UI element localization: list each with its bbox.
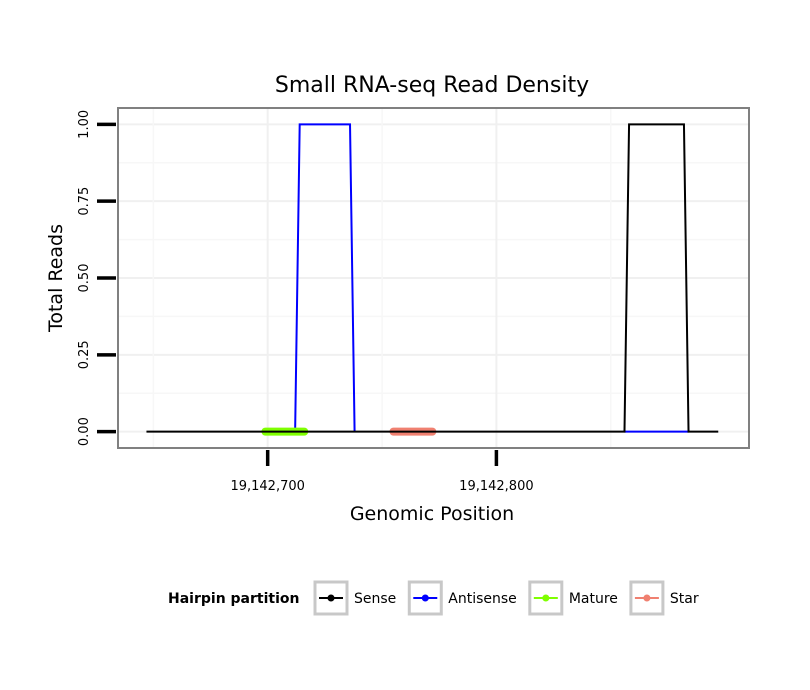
grid-lines (119, 109, 748, 447)
legend-key-point (421, 594, 429, 602)
y-axis: 0.00 0.25 0.50 0.75 1.00 (77, 110, 116, 446)
legend-entry-sense: Sense (313, 580, 396, 616)
x-axis-label: Genomic Position (350, 503, 514, 525)
legend-key-point (643, 594, 651, 602)
x-tick-label: 19,142,700 (230, 479, 304, 494)
legend-label: Star (670, 591, 699, 607)
y-tick-label: 0.75 (77, 187, 92, 216)
legend-label: Sense (354, 591, 396, 607)
legend-entry-antisense: Antisense (407, 580, 517, 616)
legend-label: Antisense (448, 591, 517, 607)
x-axis: 19,142,700 19,142,800 (230, 450, 534, 494)
y-tick-label: 0.25 (77, 340, 92, 369)
y-tick-label: 1.00 (77, 110, 92, 139)
legend-title: Hairpin partition (168, 591, 299, 607)
y-tick-label: 0.50 (77, 264, 92, 293)
legend: Hairpin partition Sense Antisense Mature St… (168, 580, 699, 616)
x-tick-label: 19,142,800 (459, 479, 533, 494)
chart-marks (146, 123, 719, 436)
legend-key-point (327, 594, 335, 602)
chart-title: Small RNA-seq Read Density (275, 73, 589, 98)
legend-key-point (542, 594, 550, 602)
series-line-sense (146, 123, 719, 433)
y-axis-label: Total Reads (45, 224, 67, 333)
y-tick-label: 0.00 (77, 417, 92, 446)
legend-entry-mature: Mature (528, 580, 618, 616)
legend-label: Mature (569, 591, 618, 607)
legend-entry-star: Star (629, 580, 699, 616)
